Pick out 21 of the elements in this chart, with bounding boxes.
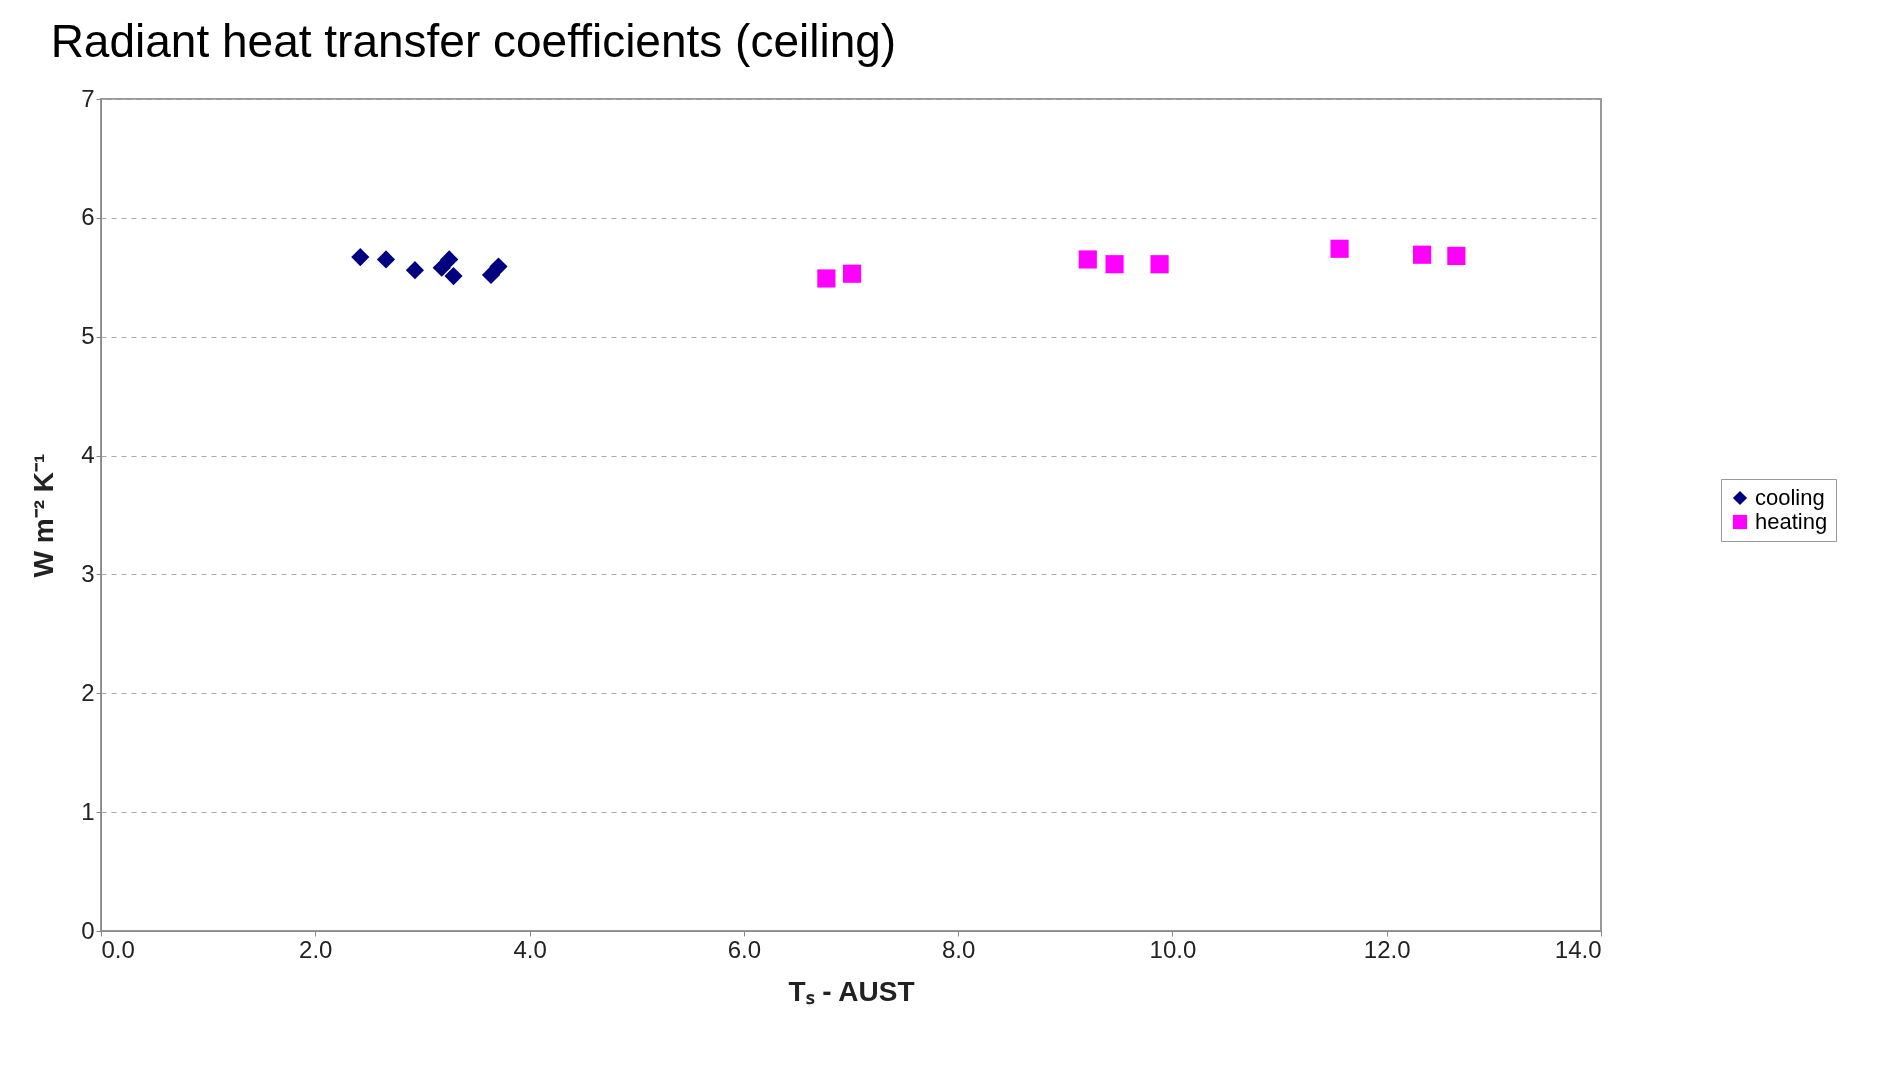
x-tick-label: 2.0 [299,935,333,963]
x-tick-label: 12.0 [1363,935,1411,963]
x-tick-label: 6.0 [727,935,762,963]
x-axis-title: Tₛ - AUST [788,975,915,1007]
legend-label: heating [1755,509,1828,534]
legend-label: cooling [1755,485,1825,510]
y-tick-label: 7 [81,84,95,112]
y-tick-label: 5 [81,322,95,350]
x-tick-label: 4.0 [513,935,547,963]
y-tick-label: 0 [81,916,95,944]
chart-title: Radiant heat transfer coefficients (ceiling) [50,15,897,67]
y-tick-label: 4 [81,441,95,469]
y-tick-label: 6 [81,203,95,231]
y-tick-label: 1 [81,797,95,825]
y-axis-title: W m⁻² K⁻¹ [28,453,60,578]
y-tick-label: 3 [81,559,95,587]
x-tick-label: 14.0 [1554,935,1602,963]
y-tick-label: 2 [81,678,95,706]
x-tick-label: 0.0 [101,935,135,963]
x-tick-label: 8.0 [941,935,976,963]
x-tick-label: 10.0 [1149,935,1197,963]
